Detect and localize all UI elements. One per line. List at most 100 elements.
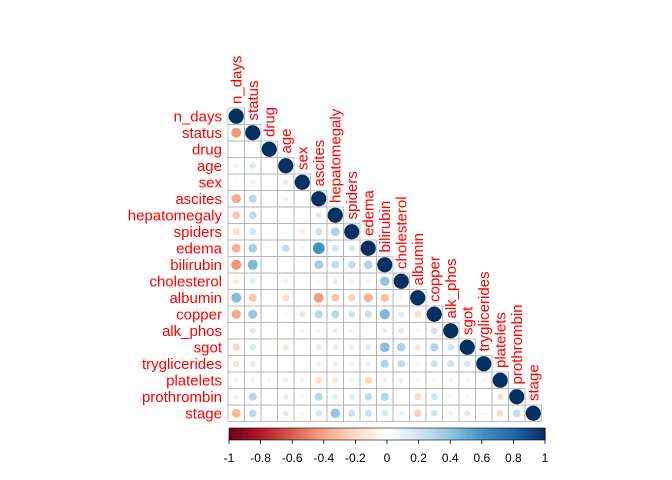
correlation-circle-tryglicerides-copper <box>430 360 438 368</box>
legend-color-segment <box>497 428 502 440</box>
legend-color-segment <box>371 428 375 440</box>
legend-color-segment <box>516 428 521 440</box>
correlation-circle-sgot-sex <box>301 346 304 349</box>
correlation-circle-cholesterol-status <box>249 278 256 285</box>
correlation-circle-copper-status <box>248 309 258 319</box>
correlation-circle-bilirubin-sex <box>300 263 304 267</box>
correlation-circle-age-status <box>249 162 256 169</box>
correlation-circle-tryglicerides-bilirubin <box>380 359 389 368</box>
correlation-circle-alk_phos-bilirubin <box>382 328 388 334</box>
correlation-circle-hepatomegaly-status <box>248 211 257 220</box>
legend-color-segment <box>266 428 271 440</box>
legend-color-segment <box>257 428 262 440</box>
correlation-circle-sgot-age <box>282 344 289 351</box>
correlation-circle-sgot-albumin <box>414 344 421 351</box>
correlation-circle-bilirubin-age <box>284 263 288 267</box>
legend-color-segment <box>229 428 233 440</box>
correlation-circle-drug-n_days <box>234 147 238 151</box>
correlation-circle-bilirubin-drug <box>267 263 271 267</box>
correlation-circle-spiders-sex <box>299 229 305 235</box>
correlation-circle-drug-status <box>251 148 254 151</box>
correlation-circle-ascites-status <box>248 194 257 203</box>
correlation-circle-spiders-drug <box>268 230 271 233</box>
correlation-circle-sex-status <box>250 179 256 185</box>
correlation-circle-platelets-ascites <box>315 377 322 384</box>
correlation-circle-platelets-age <box>283 377 289 383</box>
legend-color-segment <box>368 428 372 440</box>
correlation-circle-cholesterol-n_days <box>233 278 240 285</box>
correlation-circle-n_days-n_days <box>228 108 244 124</box>
correlation-circle-tryglicerides-age <box>284 362 287 365</box>
correlation-circle-spiders-ascites <box>315 228 323 236</box>
correlation-circle-albumin-n_days <box>231 292 242 303</box>
correlation-circle-platelets-alk_phos <box>448 377 454 383</box>
row-label-prothrombin: prothrombin <box>142 389 222 406</box>
row-label-hepatomegaly: hepatomegaly <box>128 207 223 224</box>
legend-color-segment <box>447 428 451 440</box>
column-label-sex: sex <box>294 146 311 170</box>
legend-color-segment <box>393 428 398 440</box>
legend-color-segment <box>263 428 268 440</box>
row-label-n_days: n_days <box>174 108 222 125</box>
row-labels: n_daysstatusdrugagesexasciteshepatomegal… <box>128 108 223 422</box>
correlation-circle-bilirubin-bilirubin <box>377 257 393 273</box>
legend-color-segment <box>336 428 341 440</box>
correlation-circle-tryglicerides-spiders <box>349 361 355 367</box>
legend-color-segment <box>251 428 255 440</box>
correlation-circle-edema-n_days <box>231 243 241 253</box>
legend-color-segment <box>450 428 454 440</box>
correlation-circle-sgot-hepatomegaly <box>332 344 339 351</box>
correlation-circle-stage-stage <box>525 405 541 421</box>
row-label-spiders: spiders <box>174 224 222 241</box>
correlation-circle-edema-hepatomegaly <box>331 244 339 252</box>
correlation-circle-stage-albumin <box>413 409 422 418</box>
correlation-circle-sex-n_days <box>234 180 238 184</box>
legend-tick-label: 0.6 <box>473 451 490 465</box>
correlation-circle-sgot-alk_phos <box>447 343 455 351</box>
color-legend-ticks: -1 -0.8 -0.6 -0.4 -0.2 0 0.2 0.4 0.6 0.8 1 <box>224 440 549 465</box>
legend-color-segment <box>270 428 274 440</box>
legend-color-segment <box>522 428 527 440</box>
legend-color-segment <box>402 428 407 440</box>
legend-color-segment <box>437 428 442 440</box>
correlation-circle-sex-sex <box>294 174 310 190</box>
row-label-status: status <box>182 125 222 142</box>
legend-color-segment <box>428 428 432 440</box>
correlation-circle-age-drug <box>268 164 271 167</box>
correlation-circle-cholesterol-drug <box>268 280 271 283</box>
correlation-circle-hepatomegaly-hepatomegaly <box>327 207 343 223</box>
correlation-circle-ascites-sex <box>301 197 304 200</box>
column-label-ascites: ascites <box>311 140 328 187</box>
column-label-bilirubin: bilirubin <box>377 201 394 253</box>
correlation-circle-prothrombin-prothrombin <box>509 389 525 405</box>
legend-color-segment <box>418 428 423 440</box>
legend-color-segment <box>421 428 426 440</box>
legend-color-segment <box>342 428 347 440</box>
grid-cell <box>524 404 542 422</box>
legend-color-segment <box>434 428 439 440</box>
legend-color-segment <box>355 428 360 440</box>
legend-color-segment <box>440 428 445 440</box>
legend-color-segment <box>273 428 277 440</box>
legend-color-segment <box>529 428 533 440</box>
correlation-circle-sgot-edema <box>365 344 372 351</box>
legend-color-segment <box>494 428 499 440</box>
column-label-age: age <box>278 128 295 153</box>
correlation-circle-alk_phos-drug <box>268 329 271 332</box>
correlation-circle-platelets-status <box>250 377 256 383</box>
correlation-circle-prothrombin-sex <box>300 395 304 399</box>
legend-color-segment <box>412 428 417 440</box>
correlation-circle-bilirubin-hepatomegaly <box>331 260 340 269</box>
correlation-circle-stage-status <box>248 409 257 418</box>
legend-color-segment <box>247 428 252 440</box>
legend-color-segment <box>462 428 467 440</box>
correlation-circles <box>228 108 541 421</box>
legend-tick-label: -0.4 <box>313 451 334 465</box>
legend-color-segment <box>405 428 410 440</box>
correlation-circle-platelets-hepatomegaly <box>332 377 339 384</box>
correlation-circle-tryglicerides-drug <box>268 362 271 365</box>
correlation-circle-sex-age <box>283 179 289 185</box>
legend-color-segment <box>282 428 287 440</box>
correlation-circle-platelets-copper <box>432 378 437 383</box>
correlation-circle-tryglicerides-cholesterol <box>397 359 406 368</box>
